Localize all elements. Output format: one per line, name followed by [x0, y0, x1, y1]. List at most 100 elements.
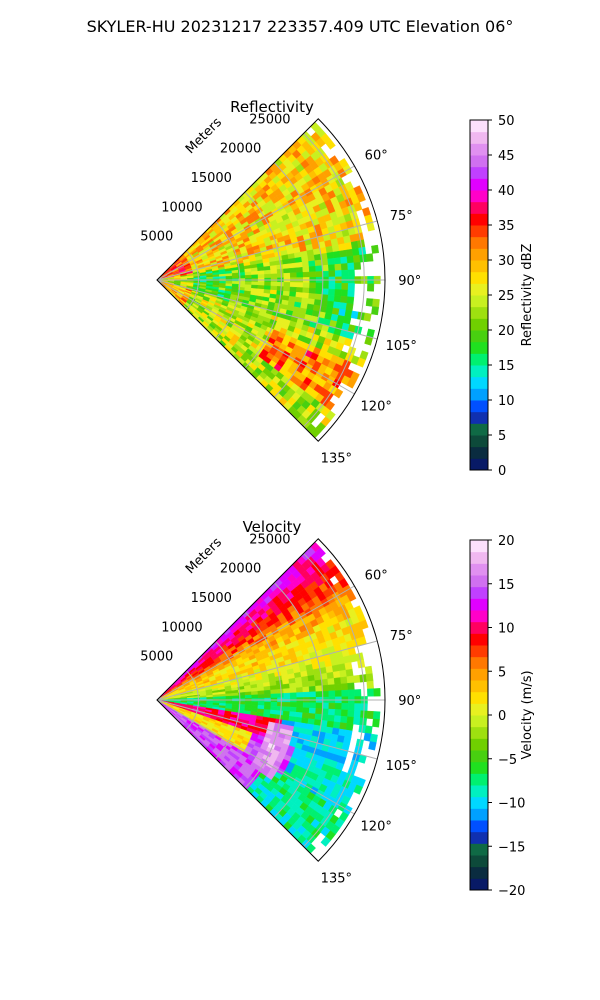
field-cell [347, 289, 355, 298]
field-cell [283, 268, 291, 274]
field-cell [289, 282, 297, 288]
field-cell [359, 619, 369, 630]
field-cell [314, 679, 323, 687]
field-cell [341, 703, 349, 711]
colorbar-segment [470, 785, 488, 798]
field-cell [327, 258, 335, 266]
azimuth-tick-label: 75° [390, 209, 413, 224]
colorbar-segment [470, 306, 488, 319]
colorbar-segment [470, 575, 488, 588]
field-cell [340, 289, 349, 297]
colorbar-segment [470, 388, 488, 401]
range-tick-label: 10000 [161, 200, 202, 215]
field-cell [244, 274, 252, 279]
field-cell [369, 733, 378, 743]
field-cell [289, 687, 297, 694]
field-cell [328, 708, 336, 716]
field-cell [294, 676, 303, 684]
colorbar-segment [470, 703, 488, 716]
field-cell [315, 691, 323, 698]
field-cell [372, 298, 380, 308]
field-cell [333, 295, 342, 303]
field-cell [257, 281, 265, 286]
field-cell [320, 836, 331, 847]
colorbar-segment [470, 120, 488, 133]
field-cell [251, 690, 259, 696]
field-cell [296, 282, 304, 288]
field-cell [373, 688, 381, 697]
field-cell [334, 282, 342, 290]
field-cell [326, 300, 335, 309]
field-cell [257, 694, 265, 699]
field-cell [339, 669, 348, 678]
field-cell [283, 702, 291, 708]
field-cell [339, 722, 348, 731]
colorbar-segment [470, 621, 488, 634]
field-cell [251, 270, 259, 276]
field-cell [334, 690, 342, 698]
field-cell [244, 694, 252, 699]
field-cell [352, 674, 361, 683]
colorbar-segment [470, 680, 488, 693]
colorbar-segment [470, 423, 488, 436]
field-cell [334, 270, 342, 278]
colorbar-tick-label: 15 [498, 359, 515, 374]
field-cell [346, 716, 355, 725]
field-cell [341, 283, 349, 291]
field-cell [366, 680, 374, 690]
colorbar-tick-label: −5 [498, 753, 517, 768]
field-cell [315, 702, 323, 709]
field-cell [346, 378, 357, 389]
field-cell [225, 695, 233, 700]
colorbar-tick-label: 10 [498, 394, 515, 409]
field-cell [309, 702, 317, 709]
colorbar-tick-label: 0 [498, 709, 506, 724]
field-cell [206, 696, 214, 700]
colorbar-segment [470, 540, 488, 553]
colorbar-segment [470, 773, 488, 786]
field-cell [244, 281, 252, 286]
field-cell [340, 263, 349, 271]
field-cell [308, 680, 316, 687]
field-cell [301, 255, 309, 263]
velocity-azimuth-ticks: 60° 75° 90° 105° 120° 135° [321, 569, 422, 887]
field-cell [334, 289, 342, 297]
field-cell [347, 703, 355, 711]
field-cell [289, 682, 297, 689]
colorbar-tick-label: −10 [498, 797, 525, 812]
field-cell [270, 273, 278, 279]
field-cell [308, 707, 317, 715]
field-cell [334, 709, 342, 717]
field-cell [313, 673, 322, 681]
field-cell [309, 282, 317, 289]
field-cell [244, 691, 252, 696]
reflectivity-colorbar: 0 5 10 15 20 25 30 35 40 45 50 [469, 114, 515, 479]
field-cell [270, 705, 278, 711]
field-cell [345, 668, 354, 677]
field-cell [301, 292, 310, 299]
azimuth-tick-label: 60° [365, 149, 388, 164]
field-cell [332, 670, 341, 679]
field-cell [344, 662, 353, 671]
colorbar-segment [470, 260, 488, 273]
field-cell [347, 262, 355, 271]
field-cell [219, 276, 227, 280]
colorbar-segment [470, 318, 488, 331]
field-cell [334, 702, 342, 710]
field-cell [365, 253, 374, 262]
field-cell [269, 685, 278, 691]
field-cell [232, 695, 240, 699]
azimuth-tick-label: 120° [361, 399, 392, 414]
field-cell [315, 288, 323, 295]
field-cell [289, 267, 297, 274]
azimuth-spoke [156, 585, 355, 701]
field-cell [257, 270, 265, 275]
field-cell [212, 276, 220, 280]
sector-border [156, 538, 386, 862]
colorbar-segment [470, 551, 488, 564]
colorbar-segment [470, 738, 488, 751]
field-cell [315, 265, 323, 272]
field-cell [244, 271, 252, 276]
velocity-range-ticks: 5000 10000 15000 20000 25000 [140, 532, 290, 664]
field-cell [302, 707, 310, 714]
